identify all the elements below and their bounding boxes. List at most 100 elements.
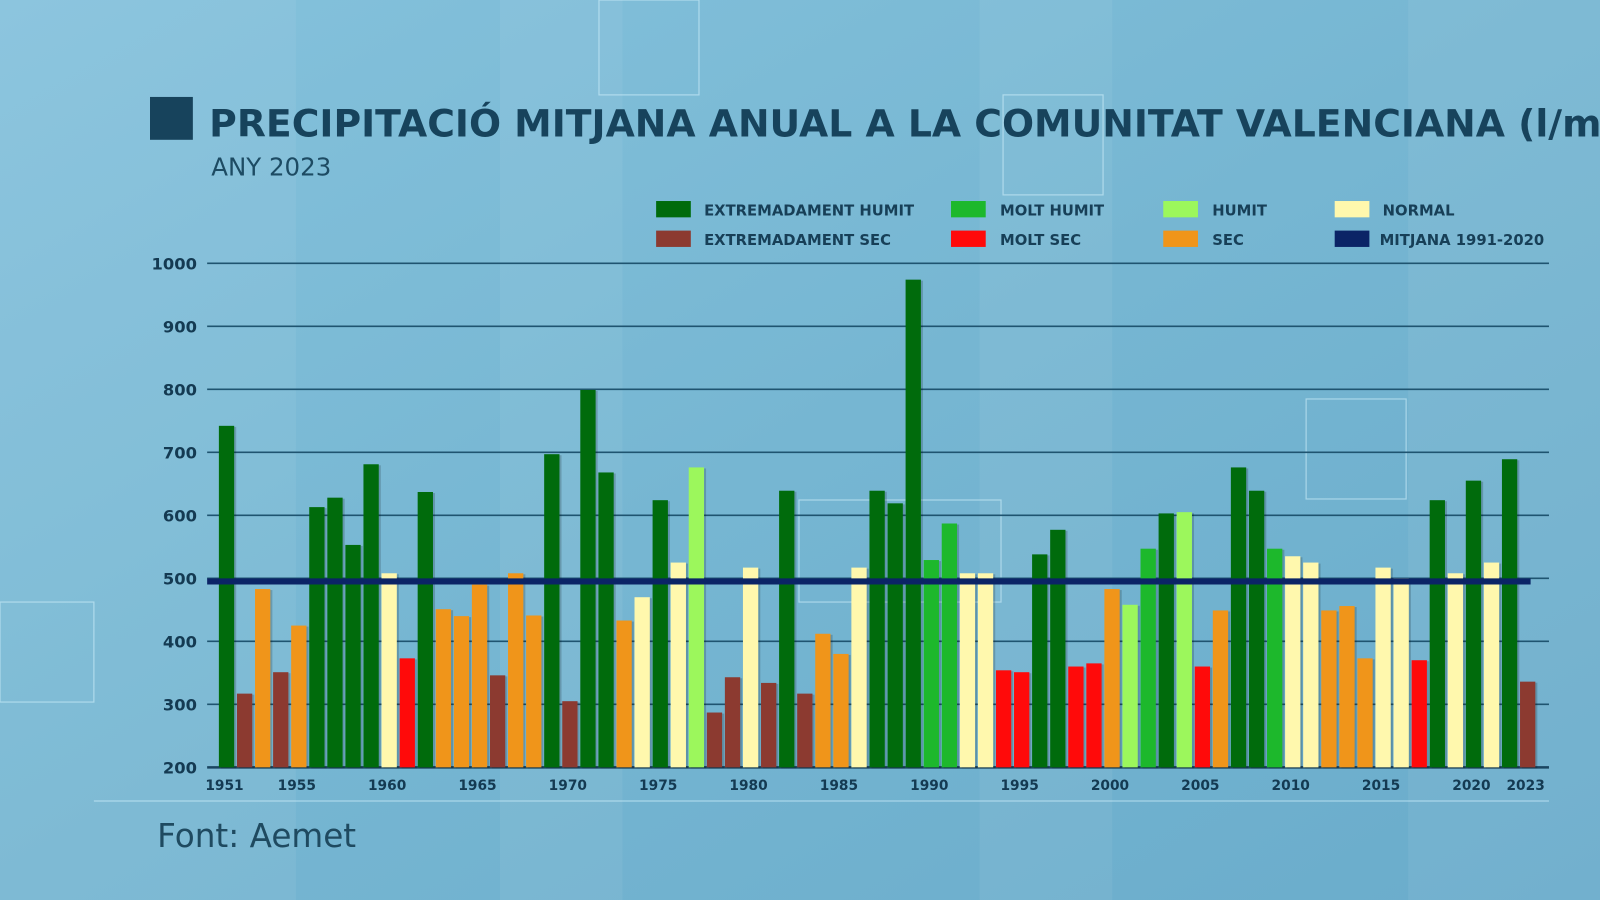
bar-2016 <box>1393 578 1409 768</box>
bar-2000 <box>1104 589 1120 768</box>
bar-2012 <box>1321 610 1337 768</box>
bar-2006 <box>1212 610 1229 768</box>
y-tick-label: 400 <box>163 632 197 651</box>
x-tick-label: 2000 <box>1091 778 1129 794</box>
bar-1956 <box>309 507 325 768</box>
bar-1951 <box>218 425 235 768</box>
x-axis-ticks: 1951 1955 1960 1965 1970 1975 1980 1985 1990 1995… <box>205 778 1544 794</box>
x-tick-label: 1970 <box>549 778 587 794</box>
bar-2001 <box>1122 604 1138 768</box>
bar-1990 <box>923 560 939 768</box>
bar-1996 <box>1032 554 1048 768</box>
legend-swatch <box>1163 201 1198 218</box>
legend-item-n: NORMAL <box>1334 201 1455 219</box>
bar-1977 <box>688 467 705 768</box>
x-tick-label: 2010 <box>1272 778 1310 794</box>
bar-1953 <box>255 589 271 768</box>
x-tick-label: 1960 <box>368 778 406 794</box>
bars <box>218 279 1538 769</box>
legend-item-es: EXTREMADAMENT SEC <box>656 230 891 249</box>
bar-2010 <box>1285 556 1301 768</box>
bar-2023 <box>1520 681 1536 768</box>
bar-1955 <box>291 625 307 768</box>
chart-title: PRECIPITACIÓ MITJANA ANUAL A LA COMUNITA… <box>209 102 1600 146</box>
bar-1994 <box>995 670 1012 768</box>
bar-1960 <box>381 573 397 768</box>
bar-1975 <box>652 500 668 768</box>
bar-1962 <box>417 491 433 768</box>
legend-swatch <box>656 230 691 247</box>
bar-2018 <box>1429 500 1445 768</box>
x-tick-label: 1990 <box>910 778 948 794</box>
bar-2014 <box>1357 658 1373 768</box>
bar-2013 <box>1339 606 1355 768</box>
bar-1989 <box>905 279 921 768</box>
bar-1974 <box>634 597 650 768</box>
bar-1961 <box>399 658 415 768</box>
bar-1985 <box>833 653 849 768</box>
x-tick-label: 2020 <box>1452 778 1490 794</box>
source-label: Font: Aemet <box>157 817 356 855</box>
bar-1993 <box>977 573 994 768</box>
bar-2021 <box>1483 562 1500 768</box>
bar-1991 <box>941 523 958 768</box>
x-tick-label: 1955 <box>278 778 316 794</box>
bar-1952 <box>236 693 253 768</box>
bar-1986 <box>851 567 867 768</box>
legend-swatch <box>656 201 691 218</box>
legend-label: EXTREMADAMENT HUMIT <box>704 202 914 219</box>
bar-1998 <box>1068 666 1084 768</box>
legend-label: MITJANA 1991-2020 <box>1380 232 1545 249</box>
bar-2019 <box>1447 573 1464 768</box>
chart-subtitle: ANY 2023 <box>211 153 331 182</box>
legend-item-eh: EXTREMADAMENT HUMIT <box>656 201 914 219</box>
bar-1999 <box>1086 663 1102 768</box>
bar-1980 <box>742 567 759 768</box>
bar-1973 <box>616 620 632 768</box>
y-tick-label: 1000 <box>152 254 197 273</box>
decorative-frames <box>0 0 1549 802</box>
x-tick-label: 1975 <box>639 778 677 794</box>
bar-2017 <box>1411 660 1427 768</box>
legend-label: MOLT SEC <box>1000 232 1081 249</box>
bar-1982 <box>779 490 795 768</box>
bar-2022 <box>1501 459 1518 768</box>
bar-1965 <box>471 584 488 768</box>
bar-2007 <box>1230 467 1247 768</box>
legend-item-h: HUMIT <box>1163 201 1267 219</box>
y-tick-label: 900 <box>163 317 197 336</box>
legend-item-s: SEC <box>1163 230 1244 249</box>
legend-label: NORMAL <box>1383 202 1455 219</box>
bar-1997 <box>1050 529 1066 768</box>
y-axis-ticks: 200 300 400 500 600 700 800 900 1000 <box>152 254 197 777</box>
bar-2003 <box>1158 513 1174 768</box>
y-tick-label: 600 <box>163 506 197 525</box>
bar-1966 <box>489 675 506 768</box>
x-tick-label: 1985 <box>820 778 858 794</box>
bar-1954 <box>273 672 289 768</box>
x-tick-label: 1951 <box>205 778 243 794</box>
bar-1979 <box>724 677 741 768</box>
legend-swatch <box>951 201 986 218</box>
x-tick-label: 2023 <box>1506 778 1544 794</box>
legend-swatch <box>951 230 986 247</box>
legend-item-mh: MOLT HUMIT <box>951 201 1104 219</box>
x-tick-label: 2015 <box>1362 778 1400 794</box>
bar-1957 <box>327 497 343 768</box>
bar-1970 <box>562 701 578 768</box>
bar-1958 <box>345 544 361 768</box>
legend-label: MOLT HUMIT <box>1000 202 1104 219</box>
bar-1967 <box>508 573 524 768</box>
y-tick-label: 300 <box>163 695 197 714</box>
legend-swatch <box>1334 201 1370 218</box>
legend-swatch <box>1163 230 1198 247</box>
bar-1981 <box>761 682 777 768</box>
bar-2004 <box>1176 512 1192 768</box>
bar-2020 <box>1465 480 1482 768</box>
bar-2008 <box>1248 490 1265 768</box>
y-tick-label: 700 <box>163 443 197 462</box>
bar-1972 <box>598 472 614 768</box>
bar-2005 <box>1194 666 1211 768</box>
bar-1959 <box>363 464 379 768</box>
bar-2002 <box>1140 548 1156 768</box>
